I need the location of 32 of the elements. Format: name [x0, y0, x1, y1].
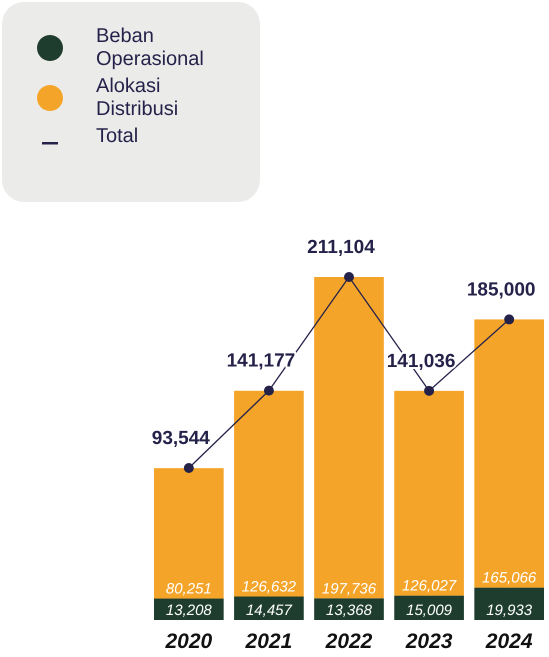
bar [394, 390, 464, 596]
point [344, 272, 354, 282]
legend-label: Total [96, 125, 138, 147]
bar [474, 319, 544, 588]
data-label: 126,632 [242, 578, 297, 596]
legend-label: Alokasi Distribusi [96, 75, 178, 120]
data-label: 13,208 [166, 602, 212, 619]
data-label: 80,251 [166, 580, 212, 598]
bar [154, 468, 224, 599]
data-label: 211,104 [307, 237, 376, 258]
bar [474, 588, 544, 620]
point [504, 314, 514, 324]
data-label: 13,368 [326, 602, 373, 619]
bar [314, 277, 384, 598]
data-label: 126,027 [402, 578, 457, 595]
legend-label: Beban Operasional [96, 25, 204, 70]
data-label: 165,066 [482, 570, 537, 587]
x-tick-label: 2023 [404, 630, 453, 653]
data-label: 15,009 [406, 602, 453, 619]
data-label: 197,736 [322, 580, 377, 598]
x-tick-label: 2022 [324, 630, 373, 653]
data-label: 19,933 [486, 602, 533, 619]
point [424, 386, 434, 396]
point [264, 386, 274, 396]
data-label: 14,457 [246, 602, 293, 619]
bar [234, 390, 304, 597]
x-tick-label: 2024 [484, 630, 533, 653]
x-tick-label: 2021 [244, 630, 292, 653]
point [184, 463, 194, 474]
data-label: 185,000 [466, 279, 536, 300]
data-label: 93,544 [152, 428, 210, 450]
x-tick-label: 2020 [164, 630, 213, 653]
